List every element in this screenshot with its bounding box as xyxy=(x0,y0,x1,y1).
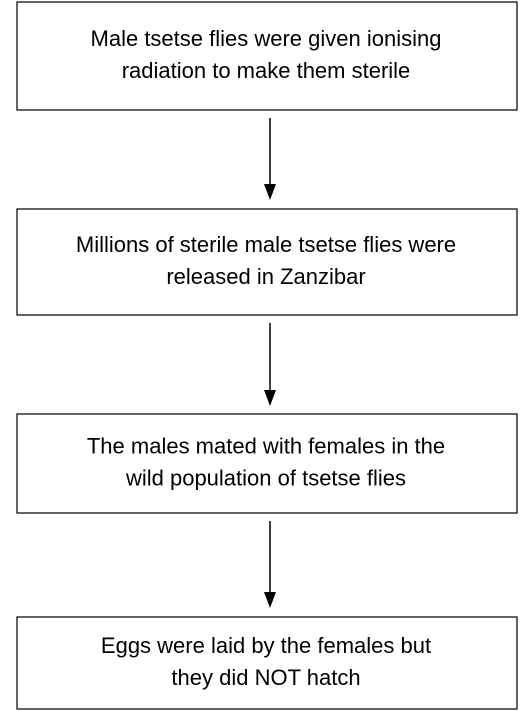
flow-box xyxy=(16,1,518,111)
flow-box xyxy=(16,616,518,710)
box-text: Millions of sterile male tsetse flies we… xyxy=(76,232,456,257)
box-text: they did NOT hatch xyxy=(171,665,360,690)
boxes: Male tsetse flies were given ionising rad… xyxy=(16,1,518,710)
flow-box xyxy=(16,208,518,316)
box-text: Male tsetse flies were given ionising xyxy=(91,26,442,51)
box-text: released in Zanzibar xyxy=(166,264,365,289)
box-text: The males mated with females in the xyxy=(87,433,445,458)
box-text: radiation to make them sterile xyxy=(122,58,411,83)
box-text: Eggs were laid by the females but xyxy=(101,633,431,658)
flow-box xyxy=(16,413,518,514)
arrows xyxy=(264,118,276,608)
arrow-head xyxy=(264,592,276,608)
arrow-head xyxy=(264,184,276,200)
box-text: wild population of tsetse flies xyxy=(125,465,406,490)
arrow-head xyxy=(264,390,276,406)
